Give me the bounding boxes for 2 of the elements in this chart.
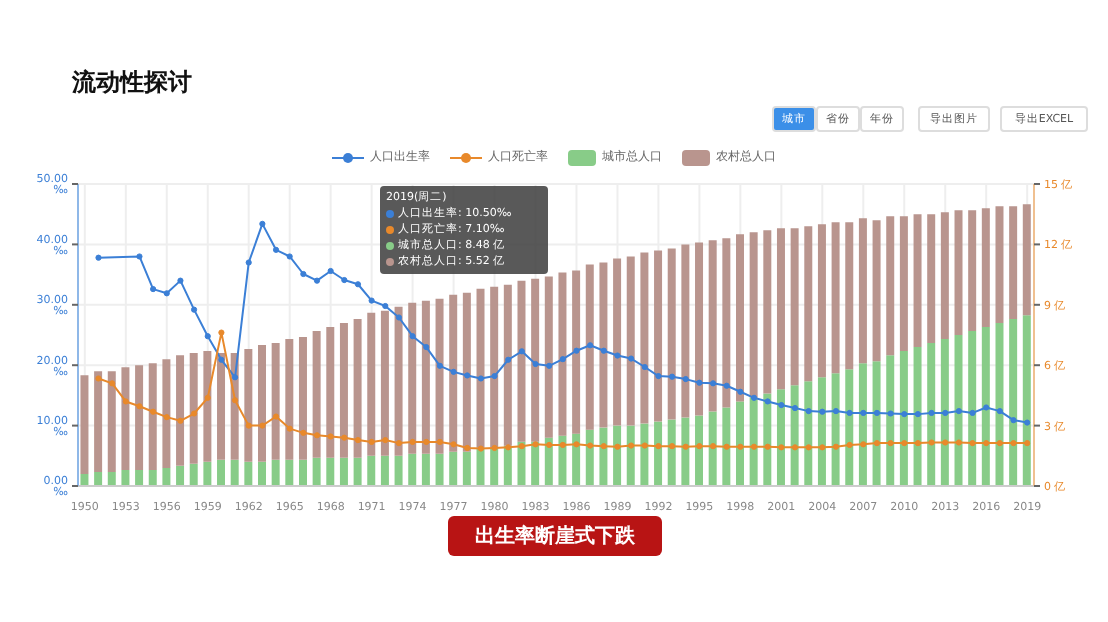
text: 出生率断崖式下跌 bbox=[448, 516, 662, 556]
chart-title: 流动性探讨 bbox=[72, 66, 192, 100]
